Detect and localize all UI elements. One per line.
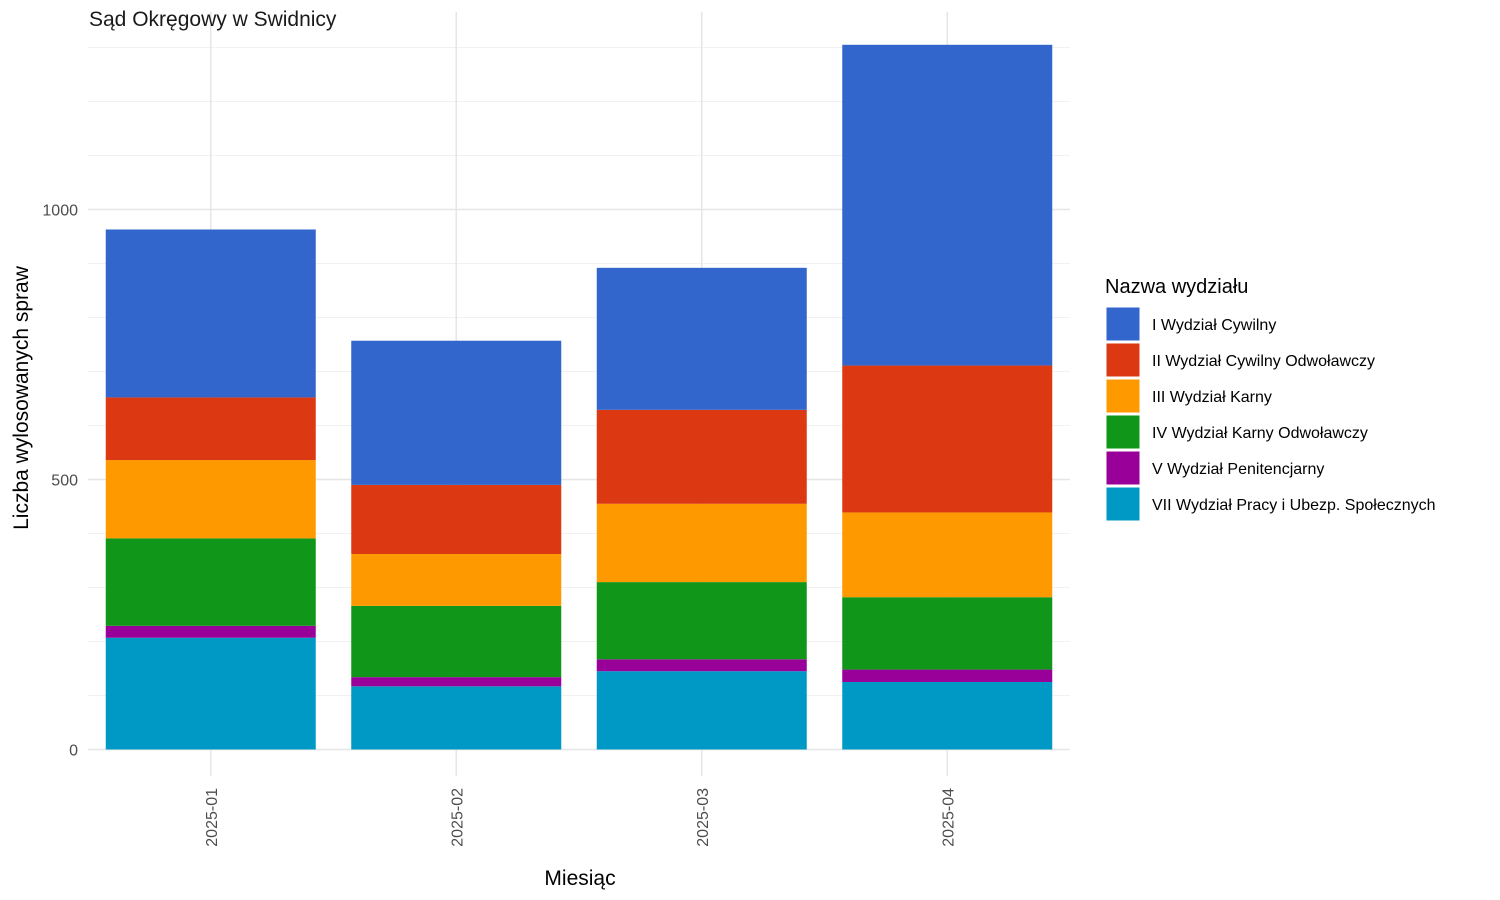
bar-segment xyxy=(105,637,316,750)
y-tick-label: 1000 xyxy=(42,203,78,220)
x-tick-label: 2025-04 xyxy=(940,788,957,847)
bar-segment xyxy=(105,460,316,539)
bar-segment xyxy=(351,340,562,485)
x-tick-labels: 2025-01 2025-02 2025-03 2025-04 xyxy=(204,788,958,847)
bar-segment xyxy=(842,669,1053,682)
y-axis-label: Liczba wylosowanych spraw xyxy=(10,265,33,530)
bar-segment xyxy=(105,538,316,626)
bar-segment xyxy=(596,659,807,672)
x-axis-label: Miesiąc xyxy=(544,867,615,890)
legend-title: Nazwa wydziału xyxy=(1105,276,1248,298)
legend-swatch xyxy=(1105,450,1141,486)
bar-segment xyxy=(351,686,562,750)
y-tick-label: 500 xyxy=(51,473,78,490)
bar-segment xyxy=(105,625,316,638)
legend-swatch xyxy=(1105,306,1141,342)
legend-swatch xyxy=(1105,486,1141,522)
x-tick-label: 2025-02 xyxy=(449,788,466,847)
x-tick-label: 2025-03 xyxy=(695,788,712,847)
bar-segment xyxy=(351,554,562,606)
legend-label: II Wydział Cywilny Odwoławczy xyxy=(1152,353,1375,370)
bar-segment xyxy=(596,267,807,410)
legend: Nazwa wydziału I Wydział Cywilny II Wydzi… xyxy=(1105,276,1436,522)
bar-segment xyxy=(842,682,1053,750)
bar-segment xyxy=(105,397,316,461)
legend-label: I Wydział Cywilny xyxy=(1152,317,1276,334)
legend-swatch xyxy=(1105,378,1141,414)
bar-segment xyxy=(842,365,1053,513)
bar-segment xyxy=(351,677,562,687)
legend-label: IV Wydział Karny Odwoławczy xyxy=(1152,425,1368,442)
bar-segment xyxy=(105,229,316,398)
x-tick-label: 2025-01 xyxy=(204,788,221,847)
bar-segment xyxy=(842,44,1053,366)
bar-segment xyxy=(351,484,562,555)
y-tick-labels: 0 500 1000 xyxy=(42,203,78,760)
legend-swatch xyxy=(1105,342,1141,378)
legend-label: VII Wydział Pracy i Ubezp. Społecznych xyxy=(1152,497,1436,514)
bar-segment xyxy=(596,503,807,583)
legend-label: V Wydział Penitencjarny xyxy=(1152,461,1324,478)
bar-segment xyxy=(596,671,807,750)
bar-segment xyxy=(596,409,807,504)
legend-swatch xyxy=(1105,414,1141,450)
bar-segment xyxy=(842,512,1053,598)
bar-segment xyxy=(842,597,1053,670)
bar-segment xyxy=(596,582,807,660)
legend-label: III Wydział Karny xyxy=(1152,389,1272,406)
chart-title: Sąd Okręgowy w Swidnicy xyxy=(89,8,337,31)
y-tick-label: 0 xyxy=(69,743,78,760)
bars xyxy=(105,44,1053,750)
bar-segment xyxy=(351,605,562,678)
